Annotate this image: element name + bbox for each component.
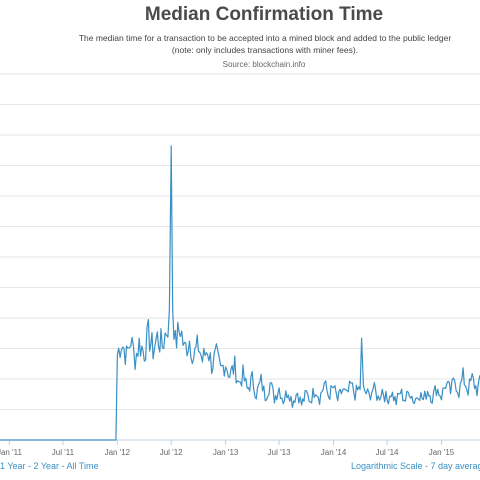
x-tick-label: Jan '11 xyxy=(0,448,22,457)
x-tick-label: Jul '12 xyxy=(160,448,183,457)
series-line xyxy=(0,145,480,441)
gridlines xyxy=(0,73,480,410)
x-axis-ticks: Jan '11 Jul '11 Jan '12 Jul '12 Jan '13 Jul '… xyxy=(0,440,455,457)
x-tick-label: Jan '13 xyxy=(213,448,239,457)
x-tick-label: Jan '12 xyxy=(105,448,131,457)
scale-selector[interactable]: Logarithmic Scale - 7 day averag xyxy=(351,461,480,471)
time-range-selector[interactable]: 1 Year - 2 Year - All Time xyxy=(0,461,99,471)
chart-title: Median Confirmation Time xyxy=(144,4,384,25)
x-tick-label: Jan '14 xyxy=(321,448,347,457)
x-tick-label: Jul '11 xyxy=(52,448,75,457)
series-group xyxy=(0,145,480,441)
x-tick-label: Jul '13 xyxy=(268,448,291,457)
x-tick-label: Jan '15 xyxy=(429,448,455,457)
x-tick-label: Jul '14 xyxy=(376,448,399,457)
chart-subtitle: The median time for a transaction to be … xyxy=(78,33,452,55)
chart-source: Source: blockchain.info xyxy=(222,60,306,69)
